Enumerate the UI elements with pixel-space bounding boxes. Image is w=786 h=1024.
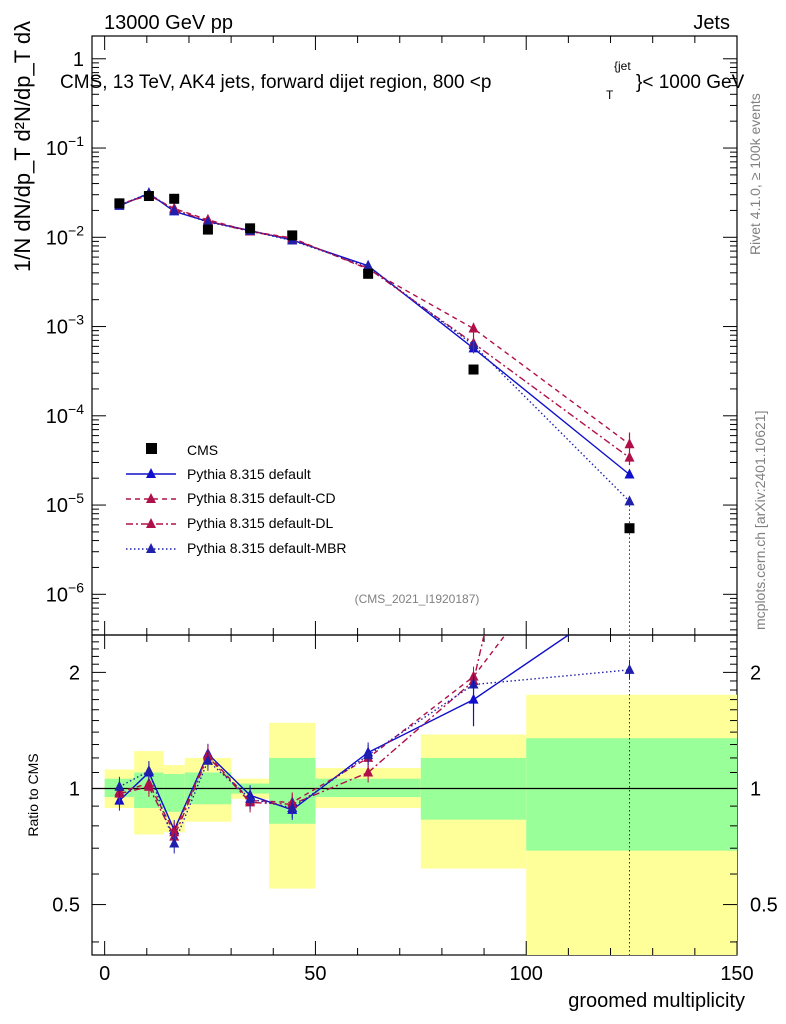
- plot-title-superscript: {jet: [614, 59, 631, 73]
- ratio-series-2-point-1: [143, 780, 154, 791]
- main-series-3-point-6: [363, 260, 374, 271]
- rivet-version-label: Rivet 4.1.0, ≥ 100k events: [747, 93, 763, 255]
- ratio-series-3-point-5: [287, 801, 298, 812]
- main-ytick-label-2: 10−2: [46, 222, 84, 249]
- main-series-line-2: [119, 193, 630, 459]
- main-ytick-label-6: 10−6: [46, 579, 84, 606]
- ratio-series-2-point-6: [363, 766, 374, 777]
- cms-point-1: [143, 191, 154, 202]
- ytick-base: 10: [46, 138, 68, 160]
- main-series-0-point-8: [624, 468, 635, 479]
- main-ytick-label-4: 10−4: [46, 401, 84, 428]
- band-inner-8: [526, 738, 737, 851]
- main-ytick-label-0: 1: [73, 49, 84, 71]
- cms-point-4: [245, 223, 256, 234]
- main-ytick-label-3: 10−3: [46, 312, 84, 339]
- legend-label-default: Pythia 8.315 default: [187, 466, 311, 482]
- ytick-exponent: −4: [68, 401, 84, 417]
- ratio-ytick-label-right-1: 1: [750, 778, 761, 800]
- ytick-base: 10: [46, 317, 68, 339]
- cms-point-8: [624, 523, 635, 534]
- legend-marker-dl: [146, 518, 156, 528]
- mcplots-label: mcplots.cern.ch [arXiv:2401.10621]: [752, 411, 768, 630]
- legend-label-cd: Pythia 8.315 default-CD: [187, 490, 336, 506]
- ytick-exponent: −6: [68, 579, 84, 595]
- x-axis-label: groomed multiplicity: [568, 990, 745, 1012]
- legend-marker-default: [146, 468, 156, 478]
- main-series-3-point-8: [624, 495, 635, 506]
- plot-title: CMS, 13 TeV, AK4 jets, forward dijet reg…: [60, 72, 491, 93]
- ytick-exponent: −2: [68, 222, 84, 238]
- xtick-label-3: 150: [720, 963, 753, 985]
- band-inner-2: [163, 774, 185, 812]
- ratio-ytick-label-left-0: 0.5: [52, 895, 80, 917]
- ytick-exponent: −3: [68, 312, 84, 328]
- ytick-exponent: −1: [68, 133, 84, 149]
- cms-point-3: [202, 224, 213, 235]
- plot-title-subscript: T: [606, 88, 614, 102]
- plot-title-main: CMS, 13 TeV, AK4 jets, forward dijet reg…: [60, 72, 491, 93]
- cms-point-0: [114, 198, 125, 209]
- main-ytick-label-5: 10−5: [46, 490, 84, 517]
- ratio-series-3-point-3: [202, 754, 213, 765]
- cms-data-points: [114, 191, 635, 534]
- ratio-series-3-point-4: [245, 792, 256, 803]
- plot-title-end: }< 1000 GeV: [636, 72, 745, 93]
- ratio-series-3-point-8: [624, 663, 635, 674]
- process-label: Jets: [693, 12, 730, 34]
- main-series-3-point-3: [202, 216, 213, 227]
- ratio-ytick-label-left-1: 1: [69, 778, 80, 800]
- main-axis-ticks: 110−110−210−310−410−510−6: [46, 36, 738, 635]
- energy-label: 13000 GeV pp: [104, 12, 233, 34]
- cms-point-6: [363, 268, 374, 279]
- main-ytick-label-1: 10−1: [46, 133, 84, 160]
- legend-label-cms: CMS: [187, 442, 218, 458]
- legend: CMS Pythia 8.315 default Pythia 8.315 de…: [126, 442, 347, 556]
- ratio-series-3-point-2: [169, 837, 180, 848]
- legend-marker-mbr: [146, 543, 156, 553]
- ytick-base: 10: [46, 584, 68, 606]
- ratio-ytick-label-right-2: 2: [750, 662, 761, 684]
- ratio-y-axis-label: Ratio to CMS: [25, 753, 41, 836]
- main-series-3-point-2: [169, 204, 180, 215]
- ratio-series-3-point-1: [143, 764, 154, 775]
- cms-point-7: [468, 364, 479, 375]
- ytick-base: 10: [46, 406, 68, 428]
- ytick-base: 10: [46, 227, 68, 249]
- ratio-ytick-label-right-0: 0.5: [750, 895, 778, 917]
- main-y-axis-label: 1/N dN/dp_T d²N/dp_T dλ: [10, 21, 35, 272]
- ytick-exponent: −5: [68, 490, 84, 506]
- ratio-series-line-1: [119, 635, 506, 834]
- cms-point-5: [287, 230, 298, 241]
- legend-marker-cd: [146, 493, 156, 503]
- cms-point-2: [169, 193, 180, 204]
- legend-label-mbr: Pythia 8.315 default-MBR: [187, 540, 347, 556]
- legend-label-dl: Pythia 8.315 default-DL: [187, 515, 334, 531]
- ratio-axis-ticks: 0.5 0.5 1 1 2 2 0 50 100 150: [52, 635, 778, 985]
- ratio-series-group: [114, 635, 635, 854]
- xtick-label-2: 100: [510, 963, 543, 985]
- xtick-label-0: 0: [99, 963, 110, 985]
- analysis-id-label: (CMS_2021_I1920187): [355, 592, 480, 606]
- legend-marker-cms: [146, 443, 157, 454]
- xtick-label-1: 50: [304, 963, 326, 985]
- ratio-ytick-label-left-2: 2: [69, 662, 80, 684]
- ratio-uncertainty-bands: [92, 694, 737, 955]
- ratio-series-3-point-0: [114, 780, 125, 791]
- ytick-base: 10: [46, 495, 68, 517]
- main-y-axis-label-text: 1/N dN/dp_T d²N/dp_T dλ: [10, 21, 35, 272]
- main-series-line-0: [119, 192, 630, 476]
- main-series-line-1: [119, 194, 630, 445]
- ratio-series-3-point-6: [363, 749, 374, 760]
